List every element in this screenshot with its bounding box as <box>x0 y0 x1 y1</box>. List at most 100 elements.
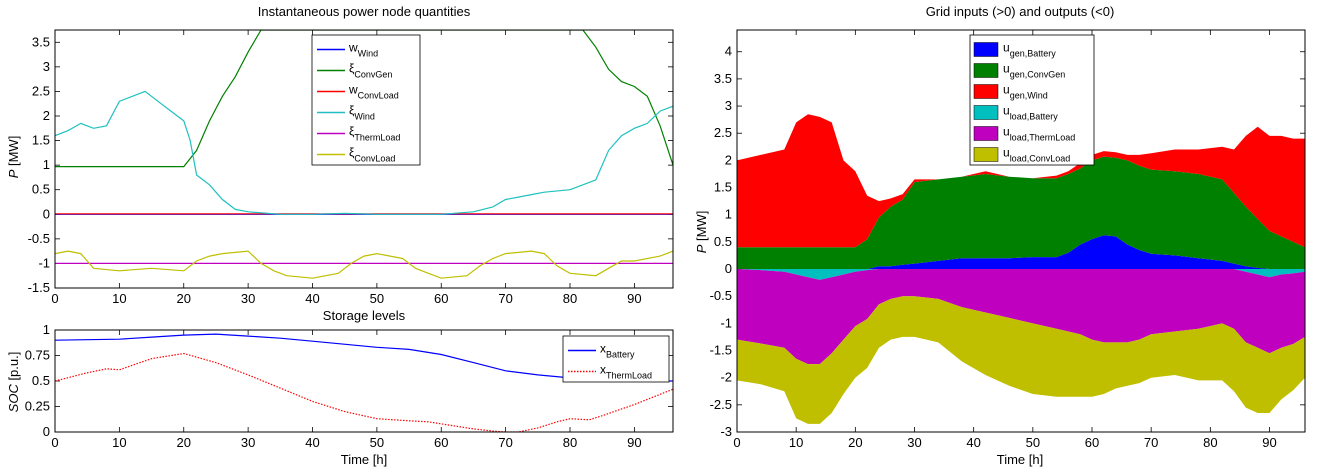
x-tick-label: 10 <box>112 291 126 306</box>
x-tick-label: 10 <box>789 435 803 450</box>
legend-entry: ξWind <box>349 104 375 122</box>
x-tick-label: 50 <box>370 435 384 450</box>
x-tick-label: 80 <box>563 291 577 306</box>
legend-entry: uload,ConvLoad <box>1003 146 1070 164</box>
y-tick-label: 2.5 <box>714 125 732 140</box>
legend-entry: ξConvLoad <box>349 146 395 164</box>
axes-frame <box>54 329 674 433</box>
area-gen-convgen <box>737 156 1305 269</box>
x-tick-label: 20 <box>177 291 191 306</box>
chart-1-title: Instantaneous power node quantities <box>258 4 471 19</box>
storage-levels-chart: Storage levels Time [h] SOC [p.u.] 0 10 20… <box>6 308 674 467</box>
x-tick-label: 20 <box>848 435 862 450</box>
y-tick-label: 0 <box>43 424 50 439</box>
legend-box <box>562 335 670 383</box>
y-tick-label: 0.5 <box>32 373 50 388</box>
legend-entry: ugen,ConvGen <box>1003 62 1065 80</box>
y-tick-label: 0 <box>43 206 50 221</box>
x-tick-label: 60 <box>1085 435 1099 450</box>
y-tick-label: 0 <box>725 261 732 276</box>
chart-2-ylabel: SOC [p.u.] <box>6 352 21 413</box>
legend-swatch <box>973 126 999 141</box>
y-tick-label: 1.5 <box>32 133 50 148</box>
y-tick-label: -0.5 <box>28 231 50 246</box>
axes-frame <box>54 29 674 289</box>
y-tick-label: 1 <box>43 157 50 172</box>
x-tick-label: 40 <box>305 291 319 306</box>
y-tick-label: 1.5 <box>714 180 732 195</box>
chart-1-legend: wWind ξConvGen wConvLoad ξWind ξThermLoad ξCo… <box>311 34 421 166</box>
x-tick-label: 80 <box>563 435 577 450</box>
chart-3-ylabel: P [MW] <box>694 211 709 254</box>
legend-swatch <box>973 105 999 120</box>
y-tick-label: -1 <box>38 255 50 270</box>
y-tick-label: -2.5 <box>710 397 732 412</box>
series-line-convload <box>55 250 673 279</box>
x-tick-label: 80 <box>1203 435 1217 450</box>
series-line-thermload <box>55 352 673 432</box>
y-tick-label: 3.5 <box>32 34 50 49</box>
x-tick-label: 50 <box>370 291 384 306</box>
legend-entry: uload,ThermLoad <box>1003 125 1075 143</box>
x-tick-label: 30 <box>241 291 255 306</box>
y-tick-label: -2 <box>720 370 732 385</box>
x-tick-label: 70 <box>1144 435 1158 450</box>
x-tick-label: 70 <box>498 435 512 450</box>
y-tick-label: 2.5 <box>32 83 50 98</box>
y-tick-label: 0.25 <box>25 399 50 414</box>
chart-2-legend: xBattery xThermLoad <box>562 335 670 383</box>
chart-3-title: Grid inputs (>0) and outputs (<0) <box>926 4 1115 19</box>
grid-io-chart: Grid inputs (>0) and outputs (<0) Time [… <box>694 4 1306 467</box>
x-tick-label: 0 <box>51 291 58 306</box>
y-tick-label: 4 <box>725 44 732 59</box>
series-line-convgen <box>55 30 673 168</box>
legend-swatch <box>973 63 999 78</box>
x-tick-label: 60 <box>434 435 448 450</box>
y-tick-label: 1 <box>43 322 50 337</box>
chart-3-legend: ugen,Battery ugen,ConvGen ugen,Wind uload,B… <box>969 34 1095 166</box>
x-tick-label: 90 <box>1262 435 1276 450</box>
legend-entry: ξConvGen <box>349 62 392 80</box>
y-tick-label: 3 <box>725 98 732 113</box>
x-tick-label: 0 <box>51 435 58 450</box>
legend-entry: wWind <box>348 41 378 59</box>
y-tick-label: -1.5 <box>710 343 732 358</box>
legend-entry: ξThermLoad <box>349 125 400 143</box>
area-load-convload <box>737 296 1305 424</box>
y-tick-label: -1.5 <box>28 280 50 295</box>
legend-swatch <box>973 147 999 162</box>
x-tick-label: 70 <box>498 291 512 306</box>
x-tick-label: 20 <box>177 435 191 450</box>
area-load-battery <box>737 269 1305 280</box>
legend-swatch <box>973 84 999 99</box>
power-node-chart: Instantaneous power node quantities P [M… <box>6 4 674 306</box>
legend-entry: xBattery <box>600 342 635 360</box>
chart-2-xlabel: Time [h] <box>341 452 387 467</box>
y-tick-label: 0.75 <box>25 348 50 363</box>
x-tick-label: 10 <box>112 435 126 450</box>
area-gen-wind <box>737 114 1305 248</box>
legend-entry: ugen,Battery <box>1003 41 1056 59</box>
axes-frame <box>736 29 1306 433</box>
x-tick-label: 50 <box>1026 435 1040 450</box>
y-tick-label: 3.5 <box>714 71 732 86</box>
y-tick-label: -3 <box>720 424 732 439</box>
chart-3-xlabel: Time [h] <box>997 452 1043 467</box>
legend-entry: xThermLoad <box>600 363 652 381</box>
x-tick-label: 40 <box>966 435 980 450</box>
legend-entry: uload,Battery <box>1003 104 1058 122</box>
x-tick-label: 90 <box>627 291 641 306</box>
x-tick-label: 30 <box>241 435 255 450</box>
x-tick-label: 30 <box>907 435 921 450</box>
x-tick-label: 40 <box>305 435 319 450</box>
y-tick-label: 3 <box>43 59 50 74</box>
y-tick-label: 2 <box>725 152 732 167</box>
area-gen-battery <box>737 235 1305 269</box>
y-tick-label: 0.5 <box>714 234 732 249</box>
legend-swatch <box>973 42 999 57</box>
y-tick-label: 1 <box>725 207 732 222</box>
series-line-wind <box>55 90 673 215</box>
x-tick-label: 60 <box>434 291 448 306</box>
x-tick-label: 0 <box>733 435 740 450</box>
